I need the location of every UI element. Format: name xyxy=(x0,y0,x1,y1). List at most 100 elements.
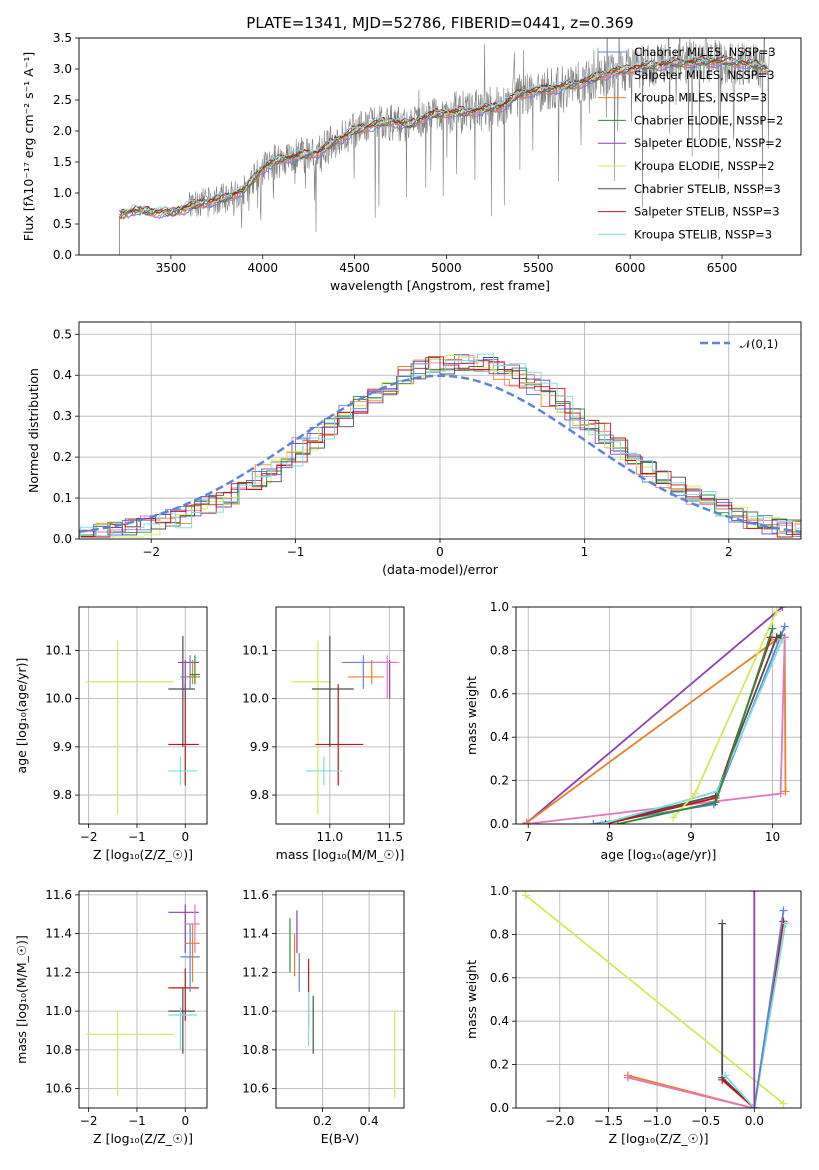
y-axis-label: age [log₁₀(age/yr)] xyxy=(14,658,29,774)
x-axis-label: wavelength [Angstrom, rest frame] xyxy=(330,278,550,293)
x-tick-label: 3500 xyxy=(156,261,187,275)
panel-mass-vs-z: −2 −1 0 10.6 10.8 11.0 11.2 11.4 11.6 Z [log₁₀(Z/… xyxy=(14,888,208,1146)
x-tick-label: 2 xyxy=(725,545,733,559)
marker-chabrier_stelib xyxy=(718,919,727,928)
y-tick-label: 9.8 xyxy=(250,788,269,802)
y-tick-label: 0.6 xyxy=(490,971,509,985)
x-tick-label: −2 xyxy=(142,545,160,559)
y-tick-label: 11.0 xyxy=(242,1004,269,1018)
line-kroupa_stelib xyxy=(724,923,787,1108)
marker-kroupa_elodie xyxy=(779,1099,788,1108)
plot-area xyxy=(86,635,200,815)
x-tick-label: 0 xyxy=(436,545,444,559)
y-tick-label: 0.8 xyxy=(490,927,509,941)
x-tick-label: 9 xyxy=(687,830,695,844)
marker-salpeter_miles xyxy=(776,789,785,798)
marker-chabrier_miles xyxy=(589,820,598,824)
plot-area xyxy=(119,38,771,255)
x-tick-label: −1.0 xyxy=(642,1114,671,1128)
x-tick-label: 5500 xyxy=(523,261,554,275)
plot-area xyxy=(79,353,801,538)
plot-area xyxy=(289,910,396,1099)
y-tick-label: 10.8 xyxy=(45,1043,72,1057)
panel-age-vs-z: −2 −1 0 9.8 9.9 10.0 10.1 Z [log₁₀(Z/Z_☉)] age [… xyxy=(14,606,208,862)
y-axis-label: mass weight xyxy=(464,676,479,755)
x-tick-label: −2 xyxy=(80,1114,98,1128)
x-axis-label: age [log₁₀(age/yr)] xyxy=(601,847,717,862)
x-axis-label: (data-model)/error xyxy=(382,562,499,577)
line-chabrier_stelib xyxy=(721,923,755,1108)
line-salpeter_stelib xyxy=(605,637,772,824)
marker-salpeter_stelib xyxy=(601,820,610,824)
axes-frame xyxy=(515,890,802,1109)
legend-label: Salpeter MILES, NSSP=3 xyxy=(634,68,775,82)
x-tick-label: 6000 xyxy=(615,261,646,275)
marker-kroupa_stelib xyxy=(721,1071,730,1080)
y-tick-label: 0.0 xyxy=(490,1101,509,1115)
line-kroupa_elodie xyxy=(672,610,778,819)
x-axis-label: Z [log₁₀(Z/Z_☉)] xyxy=(93,1131,193,1146)
marker-kroupa_stelib xyxy=(781,919,790,928)
legend-label: Chabrier MILES, NSSP=3 xyxy=(634,45,776,59)
marker-chabrier_stelib xyxy=(776,631,785,640)
y-tick-label: 9.9 xyxy=(53,740,72,754)
plot-area xyxy=(86,904,200,1097)
y-tick-label: 9.9 xyxy=(250,740,269,754)
marker-salpeter_miles xyxy=(522,820,531,824)
x-tick-label: 0 xyxy=(181,830,189,844)
legend-label: Chabrier STELIB, NSSP=3 xyxy=(634,182,781,196)
y-tick-label: 11.4 xyxy=(45,927,72,941)
x-tick-label: 0.2 xyxy=(313,1114,332,1128)
legend-label: Salpeter STELIB, NSSP=3 xyxy=(634,205,780,219)
legend-label: Kroupa STELIB, NSSP=3 xyxy=(634,227,772,241)
line-kroupa_miles xyxy=(526,636,787,824)
legend: Chabrier MILES, NSSP=3 Salpeter MILES, NS… xyxy=(598,45,783,241)
marker-salpeter_elodie xyxy=(750,891,759,895)
y-tick-label: 11.6 xyxy=(45,888,72,902)
y-tick-label: 11.0 xyxy=(45,1004,72,1018)
model-spectrum-kroupa_stelib xyxy=(119,54,768,213)
plot-area xyxy=(291,635,400,815)
marker-salpeter_stelib xyxy=(718,1075,727,1084)
y-tick-label: 0.2 xyxy=(53,450,72,464)
y-axis-label: Normed distribution xyxy=(26,368,41,493)
legend-label: Chabrier ELODIE, NSSP=2 xyxy=(634,113,783,127)
marker-kroupa_elodie xyxy=(521,891,530,900)
y-tick-label: 0.4 xyxy=(490,1014,509,1028)
axes-frame xyxy=(275,606,405,825)
y-tick-label: 10.1 xyxy=(45,643,72,657)
marker-kroupa_elodie xyxy=(691,789,700,798)
axes-frame xyxy=(78,321,802,540)
histogram-kroupa_stelib xyxy=(79,353,801,538)
x-axis-label: E(B-V) xyxy=(321,1131,360,1146)
y-tick-label: 1.5 xyxy=(53,155,72,169)
y-tick-label: 11.6 xyxy=(242,888,269,902)
axes-frame xyxy=(515,606,802,825)
y-axis-label: Flux [fλ10⁻¹⁷ erg cm⁻² s⁻¹ A⁻¹] xyxy=(21,52,36,241)
y-tick-label: 10.0 xyxy=(45,692,72,706)
model-spectrum-kroupa_miles xyxy=(119,60,768,220)
data-spectrum xyxy=(119,38,771,233)
histogram-salpeter_stelib xyxy=(79,356,801,538)
y-tick-label: 0.1 xyxy=(53,491,72,505)
axes-frame xyxy=(78,890,208,1109)
x-tick-label: −1.5 xyxy=(594,1114,623,1128)
y-tick-label: 3.0 xyxy=(53,62,72,76)
histogram-salpeter_elodie xyxy=(79,359,801,538)
model-spectrum-chabrier_stelib xyxy=(119,56,768,214)
x-tick-label: −1 xyxy=(128,1114,146,1128)
x-tick-label: −2 xyxy=(80,830,98,844)
y-tick-label: 1.0 xyxy=(490,600,509,614)
y-tick-label: 11.2 xyxy=(242,965,269,979)
y-tick-label: 10.0 xyxy=(242,692,269,706)
marker-kroupa_elodie xyxy=(772,607,781,616)
y-tick-label: 0.5 xyxy=(53,327,72,341)
marker-kroupa_miles xyxy=(781,787,790,796)
plot-area xyxy=(521,891,790,1108)
axes-frame xyxy=(78,606,208,825)
line-salpeter_elodie xyxy=(526,607,783,824)
y-tick-label: 10.6 xyxy=(242,1082,269,1096)
x-tick-label: −2.0 xyxy=(545,1114,574,1128)
marker-chabrier_miles xyxy=(780,622,789,631)
y-tick-label: 0.0 xyxy=(53,532,72,546)
